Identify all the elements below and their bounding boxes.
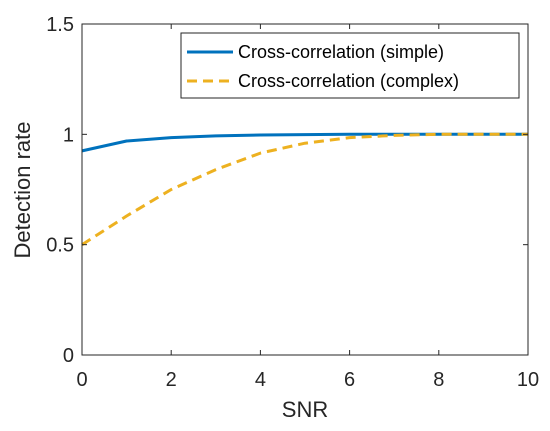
legend: Cross-correlation (simple) Cross-correla… xyxy=(180,32,520,99)
series-line-simple xyxy=(81,132,528,153)
y-axis-label: Detection rate xyxy=(10,122,35,259)
x-tick-label: 10 xyxy=(517,369,539,391)
x-tick-label: 0 xyxy=(76,369,87,391)
series-layer xyxy=(81,132,528,246)
y-tick-label: 0 xyxy=(63,345,74,367)
x-tick-label: 2 xyxy=(166,369,177,391)
legend-label-complex: Cross-correlation (complex) xyxy=(238,71,459,91)
y-tick-label: 1.5 xyxy=(46,14,74,36)
y-tick-label: 1 xyxy=(63,124,74,146)
tick-layer: 0 2 4 6 8 10 0 0.5 1 1.5 xyxy=(46,14,539,391)
plot-frame xyxy=(81,23,529,356)
legend-label-simple: Cross-correlation (simple) xyxy=(238,42,444,62)
y-tick-label: 0.5 xyxy=(46,235,74,257)
x-tick-label: 8 xyxy=(433,369,444,391)
x-tick-label: 6 xyxy=(344,369,355,391)
x-tick-label: 4 xyxy=(255,369,266,391)
series-line-complex xyxy=(81,132,528,246)
legend-box xyxy=(180,32,520,99)
x-axis-label: SNR xyxy=(282,397,328,422)
